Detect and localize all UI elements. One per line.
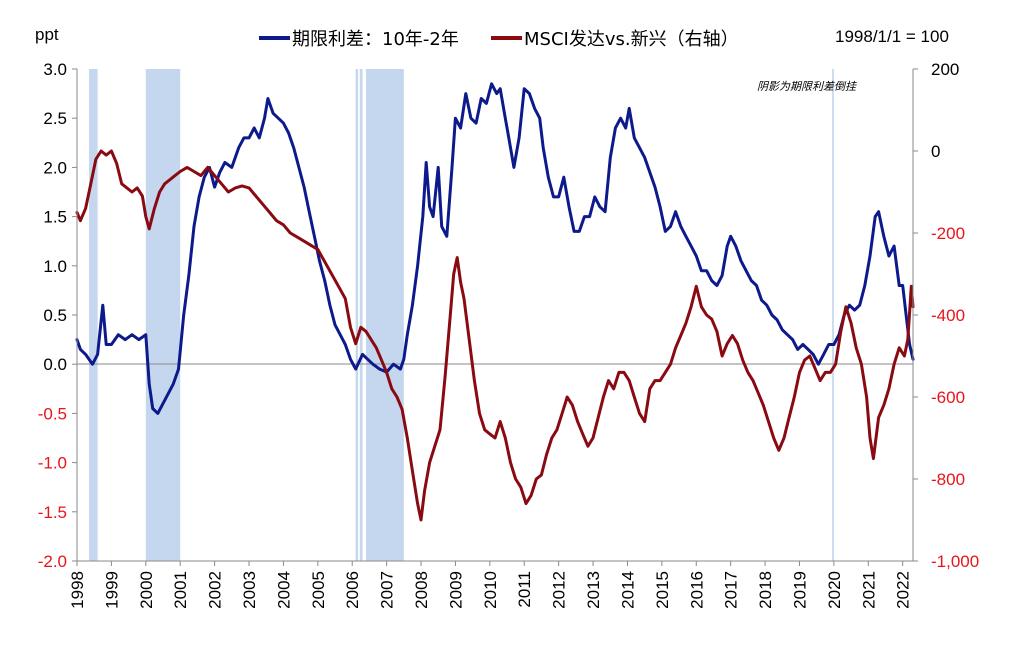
left-tick-label: -1.0 xyxy=(38,454,67,473)
left-tick-label: -2.0 xyxy=(38,552,67,571)
legend-label-series1: 期限利差：10年-2年 xyxy=(292,29,459,50)
x-tick-label: 2005 xyxy=(309,571,328,609)
x-tick-label: 2004 xyxy=(274,571,293,609)
x-tick-label: 1998 xyxy=(68,571,87,609)
legend: 期限利差：10年-2年 MSCI发达vs.新兴（右轴） 1998/1/1 = 1… xyxy=(259,27,949,50)
x-tick-label: 2012 xyxy=(550,571,569,609)
series-line-1 xyxy=(75,82,915,415)
x-tick-label: 2003 xyxy=(240,571,259,609)
left-tick-label: 0.0 xyxy=(43,355,67,374)
shade-period-4 xyxy=(365,69,404,561)
x-tick-label: 2019 xyxy=(791,571,810,609)
left-tick-label: 1.5 xyxy=(43,208,67,227)
right-tick-label: -200 xyxy=(931,224,965,243)
right-tick-label: 0 xyxy=(931,142,940,161)
x-tick-label: 2022 xyxy=(894,571,913,609)
x-tick-label: 2007 xyxy=(378,571,397,609)
right-tick-label: -400 xyxy=(931,306,965,325)
x-tick-label: 2002 xyxy=(206,571,225,609)
left-tick-label: 3.0 xyxy=(43,60,67,79)
x-tick-label: 2021 xyxy=(859,571,878,609)
x-tick-label: 2001 xyxy=(171,571,190,609)
x-tick-label: 2010 xyxy=(481,571,500,609)
shade-period-2 xyxy=(355,69,359,561)
series-lines xyxy=(75,82,915,522)
x-tick-label: 1999 xyxy=(102,571,121,609)
right-tick-label: -600 xyxy=(931,388,965,407)
shading-note: 阴影为期限利差倒挂 xyxy=(757,80,857,93)
right-tick-label: -800 xyxy=(931,470,965,489)
legend-label-series2: MSCI发达vs.新兴（右轴） xyxy=(524,29,739,50)
x-tick-label: 2000 xyxy=(137,571,156,609)
shade-period-1 xyxy=(145,69,181,561)
x-tick-label: 2020 xyxy=(825,571,844,609)
left-axis-label: ppt xyxy=(35,25,59,44)
x-tick-label: 2016 xyxy=(687,571,706,609)
left-tick-label: -1.5 xyxy=(38,503,67,522)
left-tick-label: 0.5 xyxy=(43,306,67,325)
x-tick-label: 2015 xyxy=(653,571,672,609)
x-tick-label: 2013 xyxy=(584,571,603,609)
left-tick-label: -0.5 xyxy=(38,404,67,423)
x-tick-label: 2008 xyxy=(412,571,431,609)
x-tick-label: 2009 xyxy=(446,571,465,609)
x-tick-label: 2018 xyxy=(756,571,775,609)
left-tick-label: 1.0 xyxy=(43,257,67,276)
base-note: 1998/1/1 = 100 xyxy=(835,27,949,46)
inversion-shading xyxy=(89,69,834,561)
series-line-2 xyxy=(75,149,915,522)
shade-period-5 xyxy=(832,69,834,561)
left-tick-label: 2.0 xyxy=(43,158,67,177)
right-tick-label: -1,000 xyxy=(931,552,979,571)
x-tick-label: 2011 xyxy=(515,571,534,608)
shade-period-3 xyxy=(359,69,363,561)
right-tick-label: 200 xyxy=(931,60,959,79)
axis-ticks: 3.0 2.5 2.0 1.5 1.0 0.5 0.0 -0.5 -1.0 -1.5 -2.0 200… xyxy=(38,60,980,609)
x-tick-label: 2017 xyxy=(722,571,741,609)
shade-period-0 xyxy=(89,69,98,561)
x-tick-label: 2014 xyxy=(619,571,638,609)
left-tick-label: 2.5 xyxy=(43,109,67,128)
x-tick-label: 2006 xyxy=(343,571,362,609)
